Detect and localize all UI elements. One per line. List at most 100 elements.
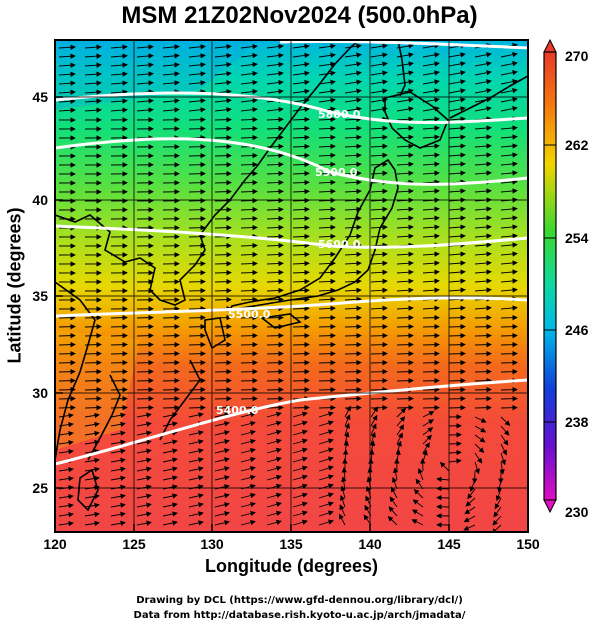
- wind-vector: [344, 269, 362, 276]
- wind-vector: [463, 524, 476, 531]
- wind-vector: [344, 170, 362, 177]
- wind-vector: [84, 386, 102, 393]
- wind-vector: [344, 341, 362, 348]
- wind-vector: [474, 269, 492, 275]
- wind-vector: [448, 70, 466, 76]
- wind-vector: [162, 359, 180, 366]
- wind-vector: [292, 61, 310, 68]
- wind-vector: [214, 188, 232, 195]
- wind-vector: [266, 233, 284, 240]
- y-axis-label: Latitude (degrees): [4, 207, 25, 364]
- wind-vector: [344, 161, 362, 168]
- wind-vector: [370, 134, 388, 140]
- wind-vector: [214, 287, 232, 294]
- wind-vector: [318, 447, 334, 454]
- wind-vector: [136, 368, 154, 375]
- wind-vector: [136, 439, 152, 445]
- wind-vector: [467, 488, 476, 500]
- wind-vector: [318, 377, 336, 384]
- wind-vector: [84, 404, 102, 411]
- wind-vector: [448, 88, 466, 94]
- colorbar-tick-label: 238: [565, 414, 589, 430]
- wind-vector: [344, 97, 362, 103]
- wind-vector: [448, 61, 466, 67]
- wind-vector: [318, 368, 336, 375]
- wind-vector: [469, 479, 476, 492]
- wind-vector: [422, 260, 440, 266]
- x-tick-label: 145: [437, 536, 461, 552]
- wind-vector: [396, 215, 414, 221]
- wind-vector: [266, 465, 282, 472]
- wind-vector: [474, 88, 492, 94]
- wind-vector: [500, 359, 518, 366]
- wind-vector: [188, 511, 204, 517]
- wind-vector: [136, 448, 152, 454]
- wind-vector: [266, 152, 284, 159]
- wind-vector: [500, 416, 511, 426]
- wind-vector: [396, 88, 414, 94]
- wind-vector: [448, 395, 466, 402]
- wind-vector: [240, 269, 258, 276]
- wind-vector: [266, 143, 284, 150]
- wind-vector: [344, 70, 362, 76]
- wind-vector: [422, 411, 435, 418]
- wind-vector: [240, 314, 258, 321]
- wind-vector: [266, 43, 284, 50]
- colorbar-tick-label: 230: [565, 504, 589, 520]
- wind-vector: [500, 251, 518, 257]
- wind-vector: [188, 62, 206, 68]
- wind-vector: [292, 143, 310, 150]
- colorbar: [543, 38, 557, 514]
- wind-vector: [162, 332, 180, 339]
- wind-vector: [448, 161, 466, 167]
- wind-vector: [266, 260, 284, 267]
- wind-vector: [266, 287, 284, 294]
- wind-vector: [266, 224, 284, 231]
- wind-vector: [500, 125, 518, 131]
- wind-vector: [474, 161, 492, 167]
- wind-vector: [110, 502, 126, 508]
- wind-vector: [58, 80, 76, 86]
- wind-vector: [448, 116, 466, 122]
- wind-vector: [318, 61, 336, 67]
- wind-vector: [266, 456, 282, 463]
- wind-vector: [439, 461, 450, 472]
- wind-vector: [292, 233, 310, 240]
- wind-vector: [500, 179, 518, 185]
- wind-vector: [422, 70, 440, 76]
- wind-vector: [464, 506, 476, 515]
- wind-vector: [240, 501, 256, 508]
- wind-vector: [292, 161, 310, 168]
- wind-vector: [370, 323, 388, 330]
- wind-vector: [474, 170, 492, 176]
- wind-vector: [110, 457, 126, 463]
- wind-vector: [422, 359, 440, 366]
- wind-vector: [370, 52, 388, 58]
- wind-vector: [240, 429, 256, 436]
- wind-vector: [84, 395, 102, 402]
- wind-vector: [84, 502, 100, 509]
- wind-vector: [214, 350, 232, 357]
- wind-vector: [422, 61, 440, 67]
- wind-vector: [214, 430, 230, 436]
- wind-vector: [162, 502, 178, 508]
- wind-vector: [162, 53, 180, 59]
- wind-vector: [474, 206, 492, 212]
- wind-vector: [266, 251, 284, 258]
- wind-vector: [58, 502, 74, 509]
- wind-vector: [396, 206, 414, 212]
- wind-vector: [396, 305, 414, 311]
- wind-vector: [266, 79, 284, 86]
- wind-vector: [370, 386, 388, 393]
- wind-vector: [344, 359, 362, 366]
- wind-vector: [500, 70, 518, 76]
- contour-line: [279, 40, 528, 50]
- wind-vector: [240, 43, 258, 50]
- colorbar-tick-label: 270: [565, 48, 589, 64]
- wind-vector: [344, 106, 362, 112]
- y-tick-label: 25: [32, 480, 48, 496]
- wind-vector: [494, 497, 502, 510]
- wind-vector: [136, 493, 152, 499]
- wind-vector: [240, 377, 258, 384]
- wind-vector: [474, 443, 485, 453]
